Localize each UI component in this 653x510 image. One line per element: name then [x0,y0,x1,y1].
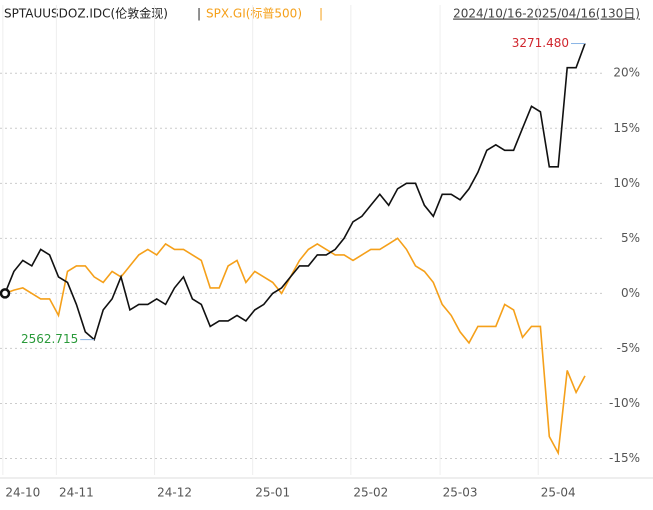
annotation: 2562.715 [21,332,78,346]
x-tick-label: 24-10 [5,486,40,500]
x-tick-label: 24-12 [157,486,192,500]
x-tick-label: 25-04 [541,486,576,500]
y-tick-label: 15% [613,121,640,135]
date-range: 2024/10/16-2025/04/16(130日) [453,7,640,21]
series-line [4,43,586,342]
series-line [4,237,586,456]
separator: | [197,7,201,21]
y-tick-label: -5% [617,341,640,355]
start-marker [0,288,11,299]
x-tick-label: 25-01 [255,486,290,500]
y-tick-label: 20% [613,66,640,80]
y-tick-label: 10% [613,176,640,190]
y-tick-label: -15% [609,451,640,465]
separator: | [319,7,323,21]
x-tick-label: 24-11 [59,486,94,500]
y-tick-label: 5% [621,231,640,245]
y-tick-label: 0% [621,286,640,300]
annotation: 3271.480 [512,36,569,50]
chart-subtitle: SPX.GI(标普500) [206,7,302,21]
x-tick-label: 25-02 [353,486,388,500]
y-tick-label: -10% [609,396,640,410]
x-tick-label: 25-03 [443,486,478,500]
chart-title: SPTAUUSDOZ.IDC(伦敦金现) [4,6,168,21]
